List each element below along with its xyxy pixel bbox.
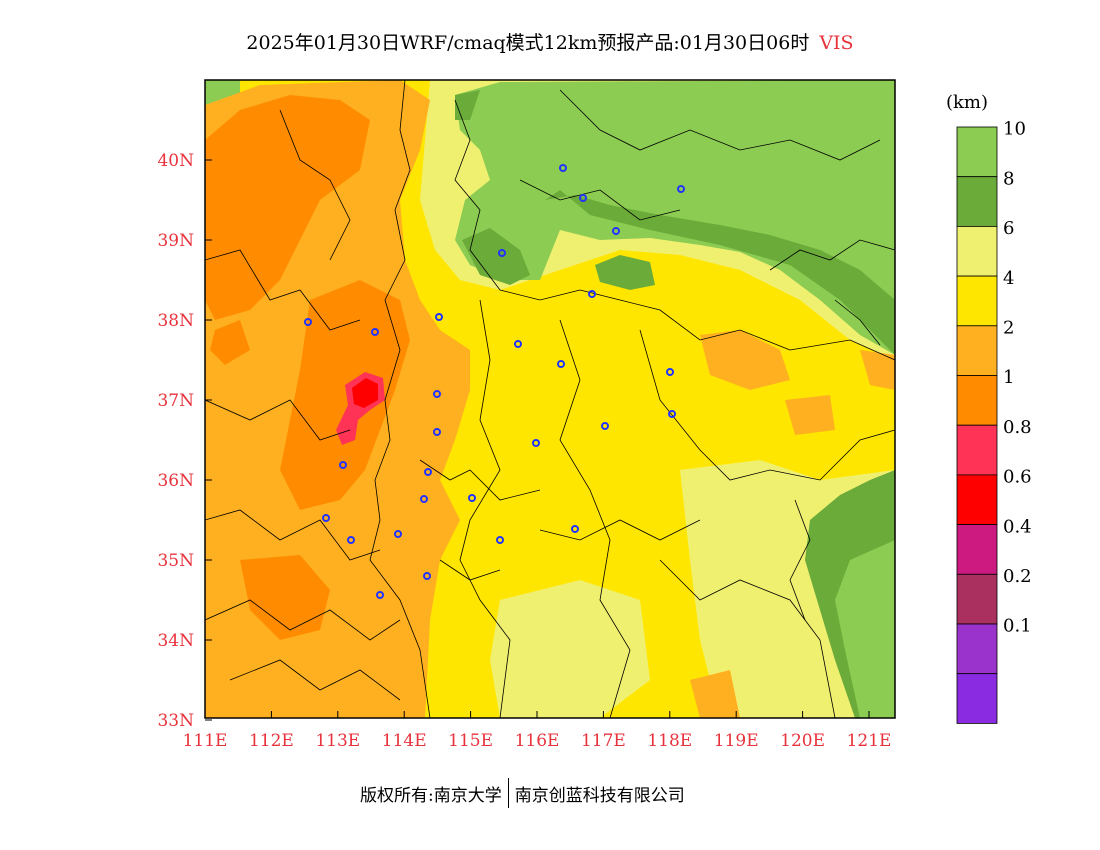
lon-tick-label: 118E: [647, 731, 692, 751]
lon-tick-label: 111E: [183, 731, 228, 751]
city-marker: [347, 536, 355, 544]
lat-tick-label: 33N: [157, 711, 194, 731]
lon-tick-label: 120E: [780, 731, 825, 751]
city-marker: [435, 313, 443, 321]
city-marker: [601, 422, 609, 430]
colorbar-label: 0.2: [1003, 566, 1032, 587]
city-marker: [532, 439, 540, 447]
visibility-field: [205, 80, 895, 718]
lat-tick-label: 35N: [157, 551, 194, 571]
longitude-axis: 111E 112E 113E 114E 115E 116E 117E 118E 119E 120E…: [183, 711, 892, 751]
copyright-right: 南京创蓝科技有限公司: [514, 785, 685, 806]
city-marker: [571, 525, 579, 533]
title-text: 2025年01月30日WRF/cmaq模式12km预报产品:01月30日06时: [246, 32, 810, 54]
lat-tick-label: 38N: [157, 311, 194, 331]
chart-title: 2025年01月30日WRF/cmaq模式12km预报产品:01月30日06时 V…: [0, 28, 1100, 55]
colorbar-swatch: [956, 673, 998, 724]
colorbar-swatch: [956, 225, 998, 277]
lon-tick-label: 117E: [581, 731, 626, 751]
city-marker: [666, 368, 674, 376]
colorbar-swatch: [956, 275, 998, 327]
colorbar-label: 6: [1003, 218, 1014, 239]
city-marker: [579, 194, 587, 202]
footer-separator: [507, 778, 509, 808]
lat-tick-label: 36N: [157, 471, 194, 491]
colorbar-label: 1: [1003, 367, 1014, 388]
lat-tick-label: 34N: [157, 631, 194, 651]
colorbar-swatch: [956, 474, 998, 525]
colorbar-swatch: [956, 573, 998, 625]
colorbar-label: 4: [1003, 268, 1014, 289]
colorbar-label: 0.6: [1003, 467, 1032, 488]
city-marker: [612, 227, 620, 235]
colorbar-label: 0.1: [1003, 616, 1032, 637]
colorbar-label: 0.8: [1003, 417, 1032, 438]
lon-tick-label: 114E: [382, 731, 427, 751]
city-marker: [420, 495, 428, 503]
colorbar-unit: (km): [946, 92, 988, 113]
province-boundaries: [205, 80, 895, 718]
colorbar: 10 8 6 4 2 1 0.8 0.6 0.4 0.2 0.1: [956, 119, 1032, 724]
lon-tick-label: 115E: [448, 731, 493, 751]
city-marker: [498, 249, 506, 257]
copyright-left: 版权所有:南京大学: [360, 785, 502, 806]
colorbar-swatch: [956, 176, 998, 227]
city-marker: [557, 360, 565, 368]
lat-tick-label: 39N: [157, 231, 194, 251]
city-marker: [371, 328, 379, 336]
city-marker: [424, 468, 432, 476]
city-marker: [559, 164, 567, 172]
lon-tick-label: 116E: [515, 731, 560, 751]
colorbar-swatch: [956, 424, 998, 476]
city-marker: [394, 530, 402, 538]
city-marker: [468, 494, 476, 502]
latitude-axis: 40N 39N 38N 37N 36N 35N 34N 33N: [157, 151, 212, 731]
lon-tick-label: 121E: [847, 731, 892, 751]
colorbar-label: 10: [1003, 119, 1026, 140]
lon-tick-label: 113E: [315, 731, 360, 751]
lon-tick-label: 112E: [249, 731, 294, 751]
city-markers: [304, 164, 685, 599]
city-marker: [423, 572, 431, 580]
lat-tick-label: 40N: [157, 151, 194, 171]
colorbar-swatch: [956, 623, 998, 675]
city-marker: [433, 428, 441, 436]
lat-tick-label: 37N: [157, 391, 194, 411]
lon-tick-label: 119E: [714, 731, 759, 751]
colorbar-swatch: [956, 375, 998, 426]
city-marker: [514, 340, 522, 348]
variable-name: VIS: [819, 32, 854, 54]
colorbar-swatch: [956, 325, 998, 376]
city-marker: [588, 290, 596, 298]
city-marker: [339, 461, 347, 469]
city-marker: [376, 591, 384, 599]
city-marker: [433, 390, 441, 398]
city-marker: [322, 514, 330, 522]
map-frame: [204, 79, 896, 719]
copyright-footer: 版权所有:南京大学 南京创蓝科技有限公司: [360, 778, 685, 808]
colorbar-label: 8: [1003, 168, 1014, 189]
city-marker: [668, 410, 676, 418]
colorbar-label: 0.4: [1003, 516, 1032, 537]
colorbar-label: 2: [1003, 318, 1014, 339]
city-marker: [496, 536, 504, 544]
city-marker: [677, 185, 685, 193]
city-marker: [304, 318, 312, 326]
colorbar-swatch: [956, 126, 998, 178]
colorbar-swatch: [956, 524, 998, 575]
